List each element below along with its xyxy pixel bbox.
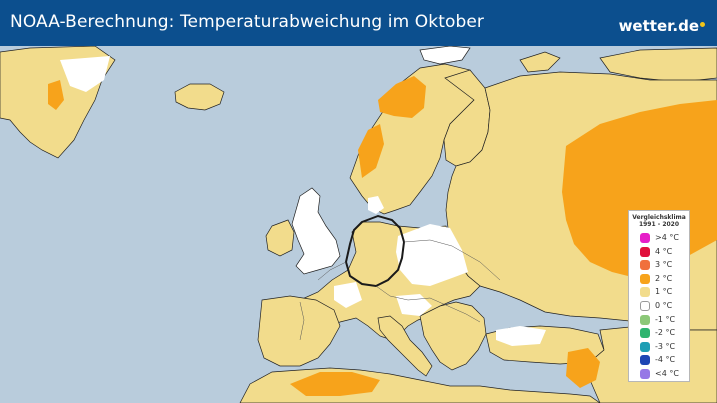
germany-border [344,214,406,288]
legend-swatch [640,314,650,325]
legend-item: >4 °C [640,232,690,244]
landmass-svalbard [419,46,471,65]
zone-plus2-greenland [48,80,64,110]
legend-swatch [640,246,650,257]
legend-title: Vergleichsklima 1991 - 2020 [632,214,686,228]
landmass-italy [377,315,433,377]
legend-swatch [640,233,650,243]
legend-item: -2 °C [640,327,690,339]
landmass-ireland [265,219,295,257]
legend-label: 4 °C [655,246,673,256]
header-bar: NOAA-Berechnung: Temperaturabweichung im… [0,0,717,46]
zone-zero-denmark [368,196,384,214]
legend-label: >4 °C [655,233,679,242]
legend-swatch [640,341,650,352]
border-ukraine [451,245,501,281]
zone-plus2-africa [290,372,380,396]
legend-swatch [640,287,650,298]
legend-label: -2 °C [655,328,676,338]
zone-plus2-scandinavia [378,76,426,118]
legend-item: 0 °C [640,300,690,312]
legend-label: 0 °C [655,301,673,310]
zone-zero-greenland-east [60,56,110,92]
zone-zero-black-sea-coast [496,326,546,346]
legend-swatch [640,355,650,366]
legend-item: 2 °C [640,273,690,285]
legend-swatch [640,328,650,339]
border-france-germany [317,261,347,281]
border-iberia [299,301,305,341]
temperature-legend: Vergleichsklima 1991 - 2020 >4 °C 4 °C 3 °… [628,210,690,382]
legend-swatch [640,301,650,311]
border-poland [403,239,453,247]
zone-zero-north-sea [334,282,362,308]
brand-logo-dot [700,22,705,27]
legend-item: -4 °C [640,354,690,366]
legend-swatch [640,369,650,379]
zone-zero-central-europe [396,224,468,286]
legend-label: -3 °C [655,341,676,351]
landmass-iceland [174,83,225,111]
border-balkans [429,297,481,323]
border-alps [375,285,431,301]
landmass-great-britain [291,187,341,275]
legend-item: 4 °C [640,246,690,258]
anomaly-map [0,46,717,403]
legend-label: <4 °C [655,369,679,378]
legend-item: 3 °C [640,259,690,271]
landmass-novaya-zemlya [519,51,561,73]
legend-label: -1 °C [655,314,676,324]
landmass-iberia [257,295,341,367]
brand-logo: wetter.de [618,17,699,35]
legend-swatch [640,273,650,284]
legend-item: <4 °C [640,368,690,380]
legend-item: -3 °C [640,341,690,353]
zone-plus2-norway-west [358,124,384,178]
legend-item: -1 °C [640,314,690,326]
legend-label: 1 °C [655,287,673,297]
page-title: NOAA-Berechnung: Temperaturabweichung im… [10,12,485,32]
legend-item: 1 °C [640,286,690,298]
zone-plus2-middle-east [566,348,600,388]
legend-label: 2 °C [655,273,673,283]
legend-label: 3 °C [655,260,673,270]
legend-label: -4 °C [655,355,676,365]
landmass-balkans [419,301,487,371]
legend-swatch [640,260,650,271]
